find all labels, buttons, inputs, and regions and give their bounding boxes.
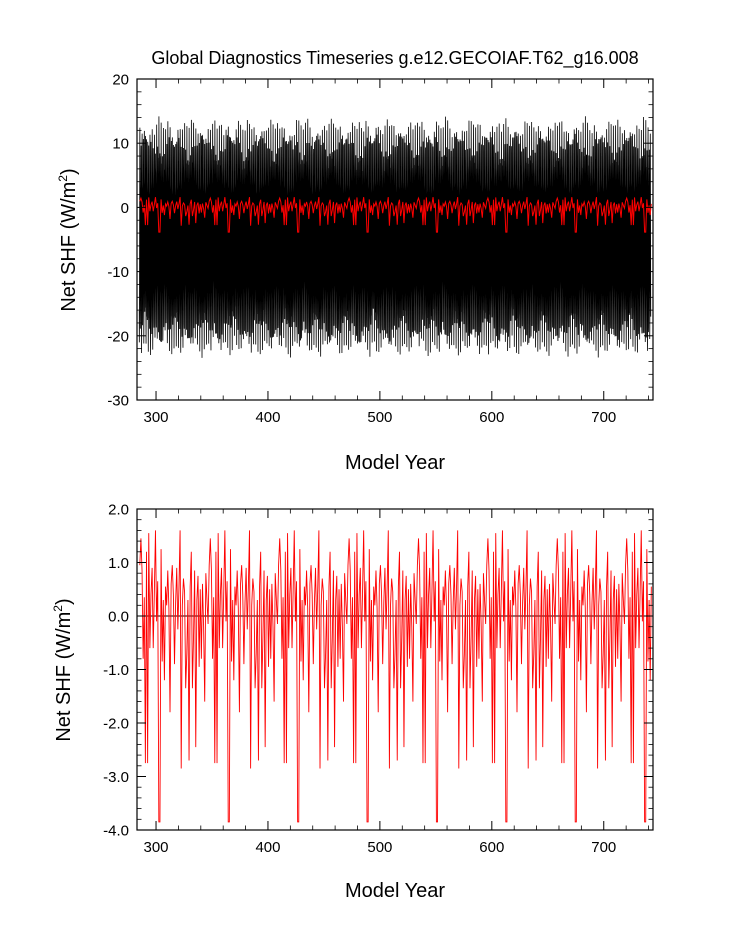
bottom-panel: -4.0 -3.0 -2.0 -1.0 0.0 1.0 2.0 300 400 500 600 70… — [51, 502, 654, 902]
bottom-y-tick-label: -1.0 — [103, 662, 129, 679]
top-y-tick-label: 0 — [121, 200, 129, 217]
bottom-x-tick-labels: 300 400 500 600 700 — [144, 839, 617, 856]
bottom-y-tick-label: 1.0 — [108, 555, 129, 572]
bottom-y-tick-labels: -4.0 -3.0 -2.0 -1.0 0.0 1.0 2.0 — [103, 502, 129, 840]
bottom-x-tick-label: 400 — [255, 839, 280, 856]
bottom-series-annual — [139, 530, 652, 823]
bottom-y-tick-label: 0.0 — [108, 609, 129, 626]
top-series-annual — [139, 196, 652, 233]
bottom-y-tick-label: -3.0 — [103, 769, 129, 786]
bottom-x-tick-label: 500 — [367, 839, 392, 856]
top-y-tick-label: -10 — [107, 264, 129, 281]
top-x-tick-labels: 300 400 500 600 700 — [144, 409, 617, 426]
bottom-y-axis-label-sup: 2 — [51, 605, 65, 612]
top-frame — [136, 78, 654, 401]
top-plot-area — [138, 116, 652, 358]
top-x-tick-label: 600 — [479, 409, 504, 426]
top-panel: -30 -20 -10 0 10 20 300 400 500 600 700 Model Yea… — [56, 72, 654, 474]
top-series-monthly — [138, 116, 652, 358]
top-y-axis-label-close: ) — [58, 168, 80, 175]
bottom-x-axis-label: Model Year — [345, 880, 445, 902]
top-y-axis-label-sup: 2 — [56, 175, 70, 182]
top-y-axis-label-main: Net SHF (W/m — [58, 182, 80, 312]
top-y-tick-label: -20 — [107, 328, 129, 345]
top-x-tick-label: 700 — [591, 409, 616, 426]
top-y-axis-label: Net SHF (W/m2) — [56, 168, 80, 311]
bottom-y-tick-label: 2.0 — [108, 502, 129, 519]
bottom-x-tick-label: 600 — [479, 839, 504, 856]
bottom-x-tick-label: 700 — [591, 839, 616, 856]
bottom-y-tick-label: -2.0 — [103, 716, 129, 733]
bottom-y-axis-label: Net SHF (W/m2) — [51, 598, 75, 741]
chart-title: Global Diagnostics Timeseries g.e12.GECO… — [151, 48, 638, 69]
top-x-tick-label: 300 — [144, 409, 169, 426]
bottom-y-axis-label-main: Net SHF (W/m — [53, 612, 75, 742]
bottom-plot-area — [137, 530, 653, 823]
top-y-tick-label: 20 — [112, 72, 129, 89]
bottom-y-axis-label-close: ) — [53, 598, 75, 605]
top-y-tick-label: 10 — [112, 136, 129, 153]
top-ticks — [137, 78, 653, 401]
top-x-tick-label: 500 — [367, 409, 392, 426]
bottom-y-tick-label: -4.0 — [103, 823, 129, 840]
top-x-tick-label: 400 — [255, 409, 280, 426]
top-y-tick-label: -30 — [107, 393, 129, 410]
bottom-x-tick-label: 300 — [144, 839, 169, 856]
top-y-tick-labels: -30 -20 -10 0 10 20 — [107, 72, 129, 410]
bottom-ticks — [137, 508, 653, 831]
top-x-axis-label: Model Year — [345, 452, 445, 474]
